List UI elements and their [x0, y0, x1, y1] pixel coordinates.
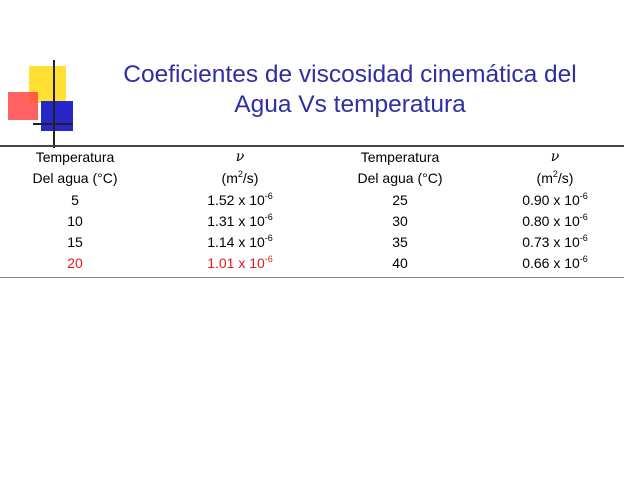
temp-cell-right: 25: [392, 192, 408, 208]
decor-line-vertical: [53, 60, 55, 148]
header-unit-left: (m2/s): [221, 169, 259, 187]
table-rule-bottom: [0, 277, 624, 278]
viscosity-cell-right: 0.80 x 10-6: [522, 212, 588, 230]
header-nu-right: ν: [550, 149, 560, 165]
viscosity-cell-left: 1.52 x 10-6: [207, 191, 273, 209]
temp-cell-left: 15: [67, 234, 83, 250]
temp-cell-left: 5: [71, 192, 79, 208]
header-temperature-right: Temperatura: [360, 149, 440, 165]
slide-title: Coeficientes de viscosidad cinemática de…: [80, 60, 620, 120]
header-unit-right: (m2/s): [536, 169, 574, 187]
viscosity-cell-right: 0.66 x 10-6: [522, 254, 588, 272]
header-temperature-left: Temperatura: [35, 149, 115, 165]
decor-square-blue: [41, 101, 73, 131]
viscosity-cell-left: 1.01 x 10-6: [207, 254, 273, 272]
decor-line-horizontal: [33, 123, 73, 125]
temp-cell-right: 40: [392, 255, 408, 271]
viscosity-cell-right: 0.90 x 10-6: [522, 191, 588, 209]
header-del-agua-left: Del agua (°C): [32, 170, 118, 186]
title-line-2: Agua Vs temperatura: [234, 91, 466, 118]
temp-cell-right: 30: [392, 213, 408, 229]
temp-cell-left: 20: [67, 255, 83, 271]
title-line-1: Coeficientes de viscosidad cinemática de…: [123, 61, 577, 88]
viscosity-cell-left: 1.31 x 10-6: [207, 212, 273, 230]
header-del-agua-right: Del agua (°C): [357, 170, 443, 186]
table-rule-top: [0, 145, 624, 147]
viscosity-cell-right: 0.73 x 10-6: [522, 233, 588, 251]
viscosity-cell-left: 1.14 x 10-6: [207, 233, 273, 251]
temp-cell-left: 10: [67, 213, 83, 229]
temp-cell-right: 35: [392, 234, 408, 250]
decor-square-red: [8, 92, 38, 120]
header-nu-left: ν: [235, 149, 245, 165]
